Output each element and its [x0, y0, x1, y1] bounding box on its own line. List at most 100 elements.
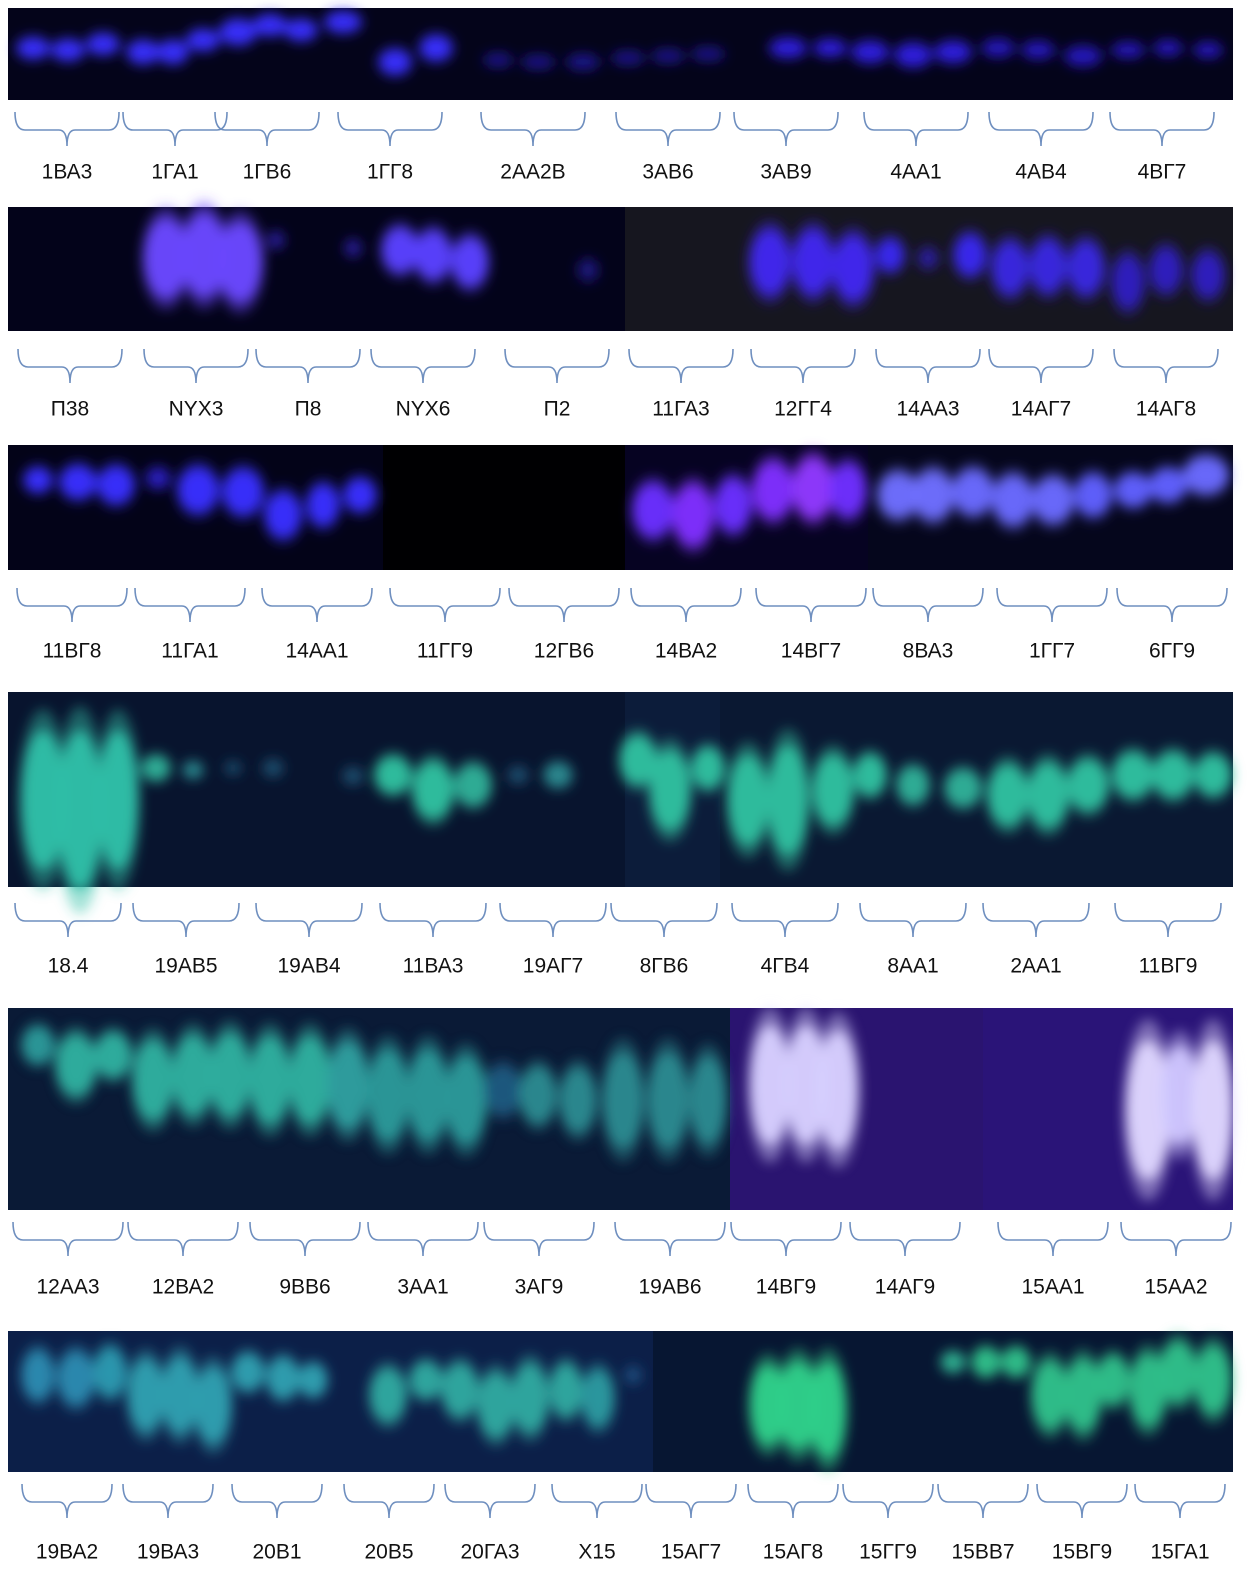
bracket [989, 349, 1093, 383]
spot [307, 485, 339, 525]
plate-panel: 11ВГ811ГА114АА111ГГ912ГВ614ВА214ВГ78ВА31… [8, 445, 1233, 663]
bracket [144, 349, 248, 383]
spot [95, 1033, 131, 1077]
spot [814, 40, 846, 56]
bracket [123, 1484, 213, 1518]
spot [830, 464, 866, 516]
spot [633, 484, 673, 536]
sample-label: 4АА1 [890, 161, 941, 184]
spot [1150, 469, 1186, 501]
sample-label: 20В5 [364, 1541, 413, 1564]
spot [413, 762, 453, 818]
sample-label: 1ГВ6 [243, 161, 292, 184]
spot [178, 468, 218, 512]
spot [854, 755, 886, 795]
spot [512, 1364, 548, 1432]
bracket [860, 903, 966, 937]
bracket [445, 1484, 535, 1518]
spot [344, 479, 376, 511]
spot [58, 730, 102, 890]
bracket [938, 1484, 1028, 1518]
spot [692, 748, 724, 788]
bracket [17, 588, 127, 622]
spot [254, 15, 286, 35]
sample-label: 11ГА1 [161, 640, 218, 663]
spot [1192, 253, 1224, 297]
sample-label: 1ГГ8 [367, 161, 413, 184]
sample-label: 8АА1 [887, 955, 938, 978]
spot [522, 56, 554, 68]
sample-label: 15ГГ9 [859, 1541, 917, 1564]
spot [690, 1056, 726, 1144]
spot [1195, 755, 1231, 795]
bracket [390, 588, 500, 622]
spot [263, 760, 283, 776]
spot [1065, 47, 1101, 65]
sample-label: П38 [51, 398, 89, 421]
spot [1160, 1342, 1196, 1402]
plate-background [8, 207, 625, 331]
spot [625, 1367, 641, 1383]
spot [225, 762, 241, 774]
sample-label: 14АГ7 [1011, 398, 1071, 421]
sample-label: 14АА3 [896, 398, 959, 421]
sample-label: 14ВГ7 [781, 640, 841, 663]
sample-label: 1ВА3 [42, 161, 93, 184]
spot [945, 770, 981, 806]
spot [22, 1351, 54, 1399]
spot [345, 240, 361, 256]
sample-label: 11ВГ8 [43, 640, 102, 663]
sample-label: 12АА3 [36, 1276, 99, 1299]
spot [24, 468, 52, 492]
spot [1113, 753, 1153, 797]
sample-label: 15ГА1 [1150, 1541, 1209, 1564]
spot [379, 50, 411, 74]
sample-label: 14АГ9 [875, 1276, 935, 1299]
bracket [505, 349, 609, 383]
spot [1194, 43, 1222, 57]
bracket [629, 349, 733, 383]
spot [446, 1056, 486, 1144]
bracket [344, 1484, 434, 1518]
spot [918, 248, 938, 268]
spot [343, 768, 363, 784]
sample-label: 14АГ8 [1136, 398, 1196, 421]
spot [1032, 1361, 1068, 1429]
spot [485, 1066, 521, 1114]
spot [941, 1352, 965, 1372]
spot [648, 1052, 688, 1148]
bracket [500, 903, 606, 937]
spot [612, 52, 644, 64]
sample-label: 3АГ9 [515, 1276, 564, 1299]
spot [1115, 474, 1151, 506]
sample-label: 4ВГ7 [1138, 161, 1187, 184]
sample-label: П2 [544, 398, 571, 421]
spot [299, 1364, 327, 1396]
bracket [983, 903, 1089, 937]
spot [210, 1033, 250, 1117]
spot [508, 767, 528, 783]
spot [127, 41, 159, 63]
sample-label: 15АГ8 [763, 1541, 823, 1564]
spot [232, 1354, 264, 1390]
sample-label: 2АА2В [500, 161, 565, 184]
sample-label: 11ГА3 [652, 398, 709, 421]
spot [582, 1370, 614, 1426]
spot [544, 763, 572, 787]
spot [770, 39, 806, 57]
sample-label: 14ВА2 [655, 640, 717, 663]
sample-label: 4АВ4 [1015, 161, 1067, 184]
bracket [646, 1484, 736, 1518]
bracket [256, 903, 362, 937]
spot [652, 50, 684, 62]
spot [1193, 1040, 1233, 1180]
spot [133, 1040, 173, 1120]
bracket [128, 1222, 238, 1256]
plate-panel: 19ВА219ВА320В120В520ГА3Х1515АГ715АГ815ГГ… [8, 1331, 1233, 1564]
bracket [250, 1222, 360, 1256]
spot [953, 470, 993, 514]
bracket [1117, 588, 1227, 622]
spot [1002, 1348, 1030, 1376]
sample-label: 1ГГ7 [1029, 640, 1075, 663]
spot [1075, 475, 1111, 515]
